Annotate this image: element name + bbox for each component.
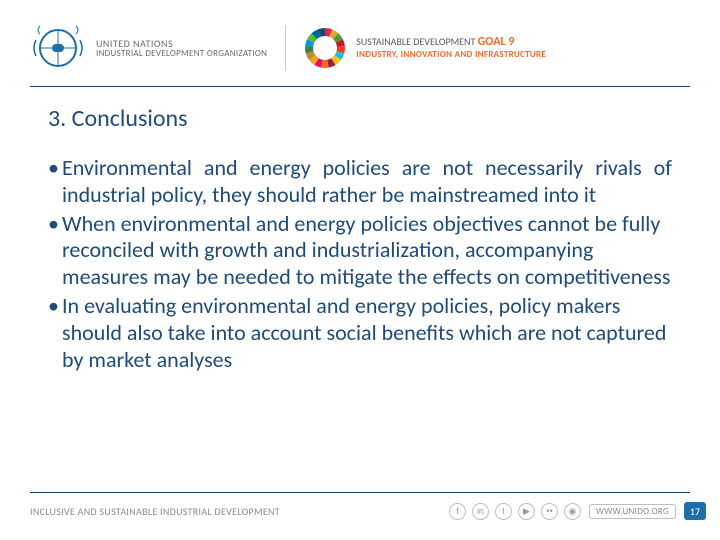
instagram-icon: ◉ [564, 503, 581, 520]
footer-row: INCLUSIVE AND SUSTAINABLE INDUSTRIAL DEV… [30, 502, 706, 520]
footer-divider [30, 492, 690, 493]
footer-right: f in t ▶ •• ◉ WWW.UNIDO.ORG 17 [449, 502, 706, 520]
youtube-icon: ▶ [518, 503, 535, 520]
unido-block: UNITED NATIONS INDUSTRIAL DEVELOPMENT OR… [30, 20, 267, 76]
twitter-icon: t [495, 503, 512, 520]
header-divider [30, 86, 690, 87]
flickr-icon: •• [541, 503, 558, 520]
bullet-item: In evaluating environmental and energy p… [48, 293, 672, 373]
social-icons: f in t ▶ •• ◉ [449, 503, 581, 520]
slide-content: 3. Conclusions Environmental and energy … [48, 104, 672, 376]
page-number-badge: 17 [684, 502, 706, 520]
header-separator [285, 25, 286, 71]
sdg-goal-num: 9 [506, 35, 515, 49]
bullet-list: Environmental and energy policies are no… [48, 155, 672, 374]
unido-logo-icon [30, 20, 86, 76]
slide-header: UNITED NATIONS INDUSTRIAL DEVELOPMENT OR… [0, 0, 720, 86]
sdg-line1: SUSTAINABLE DEVELOPMENT GOAL 9 [356, 36, 546, 49]
bullet-item: Environmental and energy policies are no… [48, 155, 672, 209]
sdg-line2: INDUSTRY, INNOVATION AND INFRASTRUCTURE [356, 50, 546, 60]
bullet-item: When environmental and energy policies o… [48, 211, 672, 291]
slide-title: 3. Conclusions [48, 104, 672, 133]
sdg-text: SUSTAINABLE DEVELOPMENT GOAL 9 INDUSTRY,… [356, 36, 546, 59]
linkedin-icon: in [472, 503, 489, 520]
slide-footer: INCLUSIVE AND SUSTAINABLE INDUSTRIAL DEV… [0, 492, 720, 540]
url-badge: WWW.UNIDO.ORG [589, 504, 676, 519]
footer-tagline: INCLUSIVE AND SUSTAINABLE INDUSTRIAL DEV… [30, 505, 280, 518]
sdg-block: SUSTAINABLE DEVELOPMENT GOAL 9 INDUSTRY,… [304, 27, 546, 69]
facebook-icon: f [449, 503, 466, 520]
unido-line2: INDUSTRIAL DEVELOPMENT ORGANIZATION [96, 49, 267, 59]
sdg-wheel-icon [304, 27, 346, 69]
unido-line1: UNITED NATIONS [96, 38, 267, 49]
sdg-line1-a: SUSTAINABLE DEVELOPMENT [356, 35, 477, 48]
sdg-goal-word: GOAL [478, 35, 506, 49]
unido-text: UNITED NATIONS INDUSTRIAL DEVELOPMENT OR… [96, 38, 267, 59]
